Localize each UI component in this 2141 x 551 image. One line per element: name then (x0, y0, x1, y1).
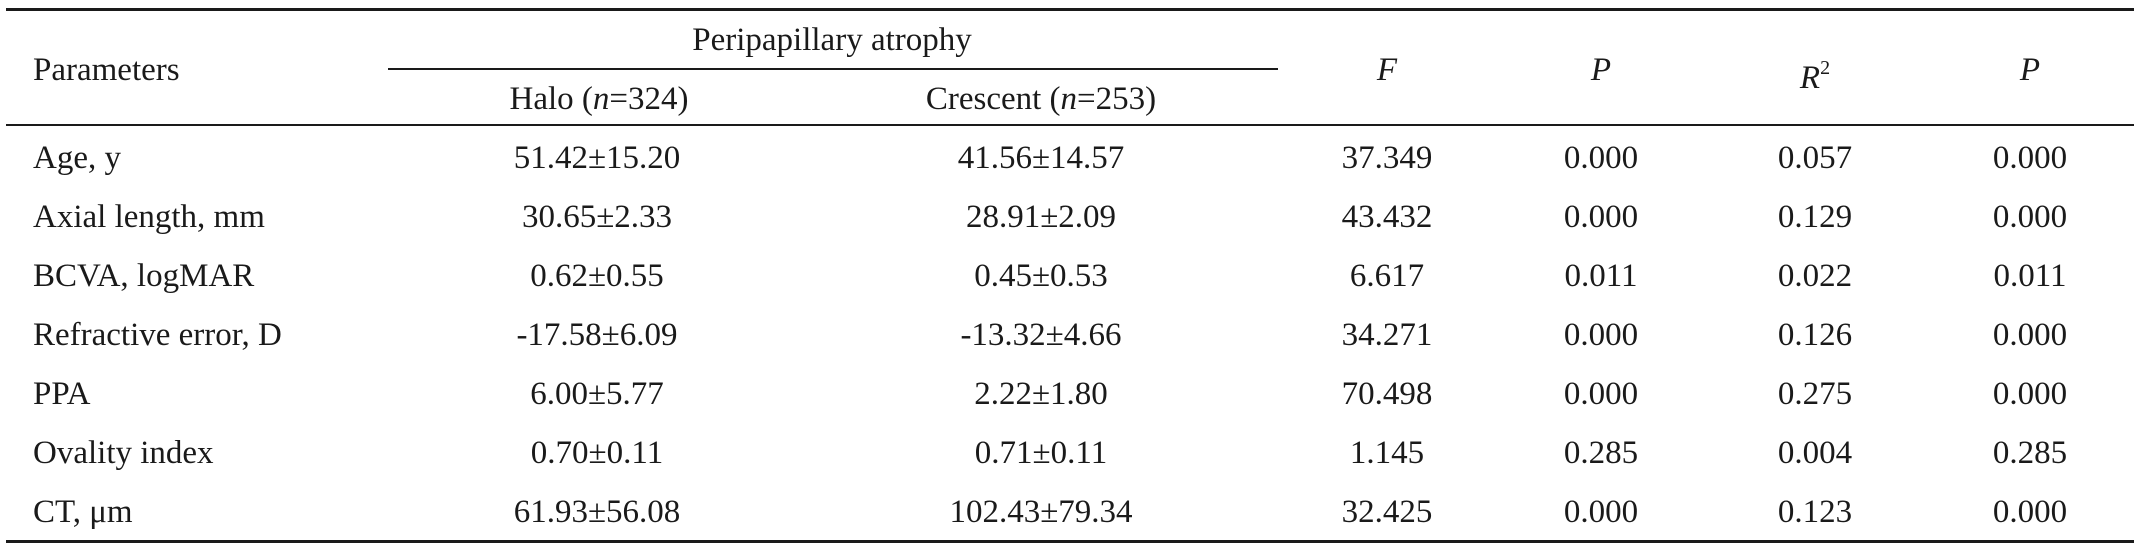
header-crescent-suffix: =253) (1077, 81, 1157, 117)
cell-halo: -17.58±6.09 (516, 317, 678, 353)
cell-crescent: 41.56±14.57 (957, 140, 1125, 176)
header-crescent-n: n (1060, 81, 1078, 117)
header-halo-prefix: Halo ( (509, 81, 593, 117)
header-parameters: Parameters (33, 52, 180, 88)
cell-f: 6.617 (1349, 258, 1425, 294)
table-header-rule (6, 124, 2134, 126)
cell-param: BCVA, logMAR (33, 258, 255, 294)
header-p1: P (1590, 52, 1612, 88)
cell-p1: 0.000 (1563, 317, 1639, 353)
header-f: F (1376, 52, 1398, 88)
cell-param: Ovality index (33, 435, 214, 471)
cell-f: 1.145 (1349, 435, 1425, 471)
cell-halo: 51.42±15.20 (513, 140, 681, 176)
cell-param: CT, μm (33, 494, 133, 530)
cell-f: 32.425 (1341, 494, 1433, 530)
cell-r2: 0.004 (1777, 435, 1853, 471)
cell-halo: 0.70±0.11 (530, 435, 664, 471)
group-span-rule (388, 68, 1278, 70)
cell-p1: 0.000 (1563, 199, 1639, 235)
header-crescent-prefix: Crescent ( (925, 81, 1061, 117)
cell-param: Axial length, mm (33, 199, 265, 235)
cell-param: PPA (33, 376, 91, 412)
cell-crescent: 2.22±1.80 (974, 376, 1108, 412)
cell-r2: 0.129 (1777, 199, 1853, 235)
cell-f: 43.432 (1341, 199, 1433, 235)
cell-p1: 0.011 (1564, 258, 1638, 294)
cell-param: Age, y (33, 140, 121, 176)
cell-halo: 6.00±5.77 (530, 376, 664, 412)
header-p2: P (2019, 52, 2041, 88)
cell-halo: 61.93±56.08 (513, 494, 681, 530)
header-halo: Halo (n=324) (510, 79, 689, 119)
cell-p2: 0.285 (1992, 435, 2068, 471)
cell-crescent: 0.71±0.11 (974, 435, 1108, 471)
cell-f: 34.271 (1341, 317, 1433, 353)
cell-f: 37.349 (1341, 140, 1433, 176)
cell-p1: 0.000 (1563, 140, 1639, 176)
cell-crescent: -13.32±4.66 (960, 317, 1122, 353)
cell-crescent: 102.43±79.34 (949, 494, 1133, 530)
cell-p2: 0.000 (1992, 494, 2068, 530)
cell-r2: 0.057 (1777, 140, 1853, 176)
cell-p2: 0.000 (1992, 376, 2068, 412)
header-halo-n: n (592, 81, 610, 117)
cell-p2: 0.000 (1992, 317, 2068, 353)
header-r-squared: R2 (1800, 50, 1830, 98)
cell-p2: 0.011 (1993, 258, 2067, 294)
header-peripapillary-atrophy: Peripapillary atrophy (692, 22, 972, 58)
table-top-rule (6, 8, 2134, 11)
cell-r2: 0.123 (1777, 494, 1853, 530)
cell-r2: 0.022 (1777, 258, 1853, 294)
cell-param: Refractive error, D (33, 317, 282, 353)
cell-halo: 30.65±2.33 (521, 199, 673, 235)
header-r-base: R (1799, 60, 1821, 96)
cell-p1: 0.000 (1563, 494, 1639, 530)
cell-halo: 0.62±0.55 (530, 258, 664, 294)
header-halo-suffix: =324) (609, 81, 689, 117)
header-r-exponent: 2 (1820, 57, 1831, 79)
cell-r2: 0.275 (1777, 376, 1853, 412)
table-bottom-rule (6, 540, 2134, 543)
cell-crescent: 0.45±0.53 (974, 258, 1108, 294)
cell-p1: 0.000 (1563, 376, 1639, 412)
cell-p2: 0.000 (1992, 140, 2068, 176)
header-crescent: Crescent (n=253) (926, 79, 1156, 119)
cell-crescent: 28.91±2.09 (965, 199, 1117, 235)
cell-p1: 0.285 (1563, 435, 1639, 471)
cell-p2: 0.000 (1992, 199, 2068, 235)
cell-r2: 0.126 (1777, 317, 1853, 353)
cell-f: 70.498 (1341, 376, 1433, 412)
